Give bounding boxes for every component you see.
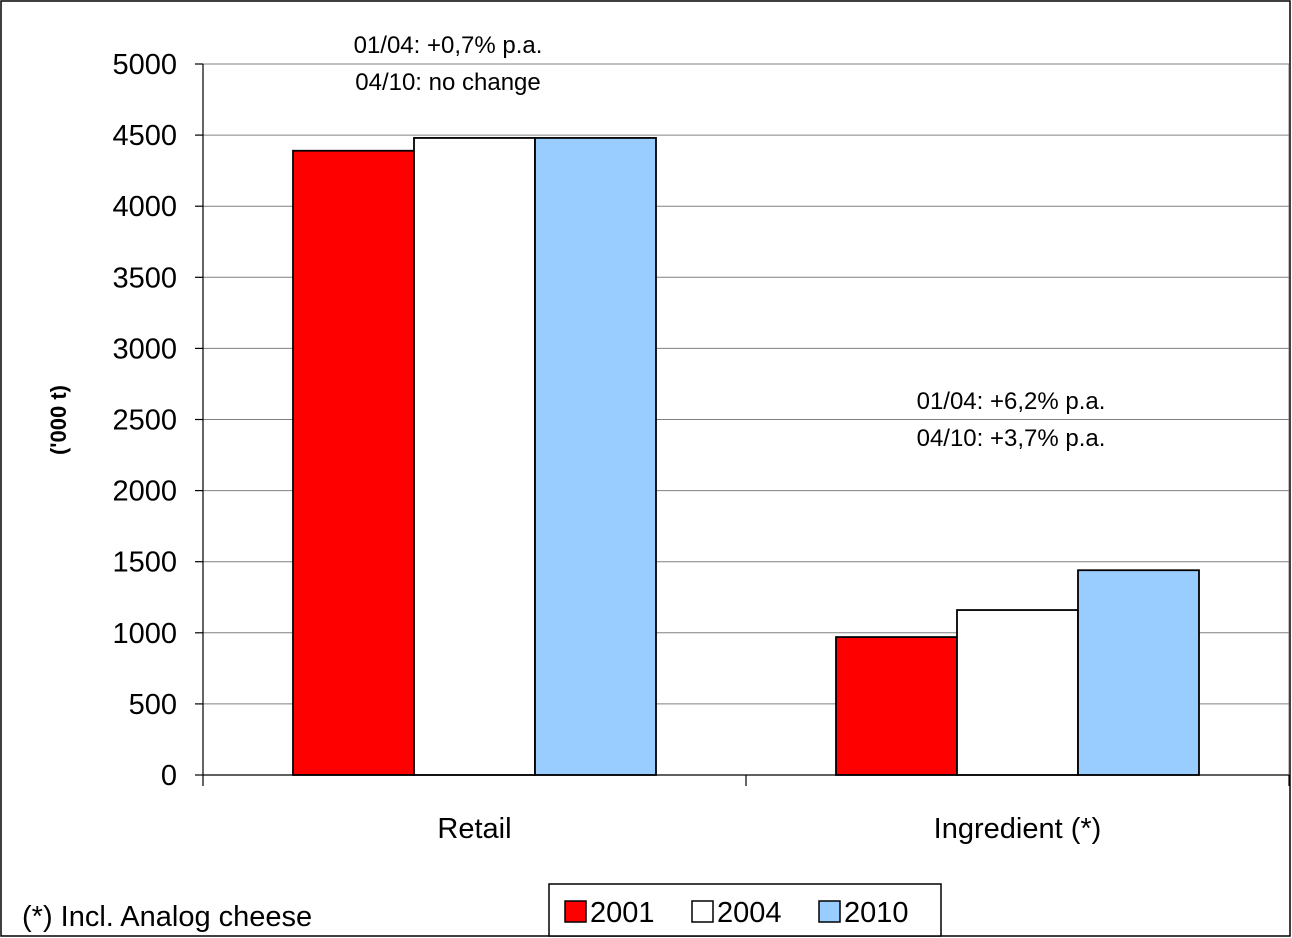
y-tick-label: 3000: [112, 333, 177, 365]
x-category-label: Retail: [437, 813, 511, 845]
y-tick-labels: 0 500 1000 1500 2000 2500 3000 3500 4000 4500 5000: [112, 49, 177, 792]
bar-2001-0: [292, 149, 415, 776]
y-tick-label: 5000: [112, 49, 177, 81]
bar-2004-0: [413, 137, 536, 776]
y-tick-label: 4000: [112, 191, 177, 223]
y-tick-label: 2000: [112, 476, 177, 508]
legend-label-2004: 2004: [717, 897, 782, 929]
bar-2010-0: [534, 137, 657, 776]
x-category-labels: Retail Ingredient (*): [437, 813, 1101, 845]
footnote: (*) Incl. Analog cheese: [22, 901, 312, 933]
annotation-ingredient: 01/04: +6,2% p.a. 04/10: +3,7% p.a.: [917, 388, 1106, 452]
legend-swatch-2010: [818, 900, 841, 923]
annotation-ingredient-line-2: 04/10: +3,7% p.a.: [917, 425, 1106, 452]
annotation-retail: 01/04: +0,7% p.a. 04/10: no change: [354, 32, 543, 96]
y-tick-label: 4500: [112, 120, 177, 152]
annotation-retail-line-1: 01/04: +0,7% p.a.: [354, 32, 543, 59]
y-tick-label: 1500: [112, 547, 177, 579]
legend-label-2001: 2001: [590, 897, 655, 929]
x-category-label: Ingredient (*): [934, 813, 1102, 845]
legend-swatch-2001: [564, 900, 587, 923]
y-axis-label: ('000 t): [46, 385, 71, 455]
y-tick-label: 500: [129, 689, 177, 721]
y-tick-label: 1000: [112, 618, 177, 650]
y-tick-label: 3500: [112, 262, 177, 294]
y-tick-label: 2500: [112, 405, 177, 437]
annotation-ingredient-line-1: 01/04: +6,2% p.a.: [917, 388, 1106, 415]
legend: 2001 2004 2010: [548, 883, 942, 937]
annotation-retail-line-2: 04/10: no change: [355, 69, 541, 96]
axes: [195, 63, 1290, 786]
bar-2010-1: [1077, 569, 1200, 776]
legend-swatch-2004: [691, 900, 714, 923]
bar-2004-1: [956, 609, 1079, 776]
legend-box: [548, 883, 942, 937]
bar-2001-1: [835, 636, 958, 776]
y-tick-label: 0: [161, 760, 177, 792]
legend-label-2010: 2010: [844, 897, 909, 929]
